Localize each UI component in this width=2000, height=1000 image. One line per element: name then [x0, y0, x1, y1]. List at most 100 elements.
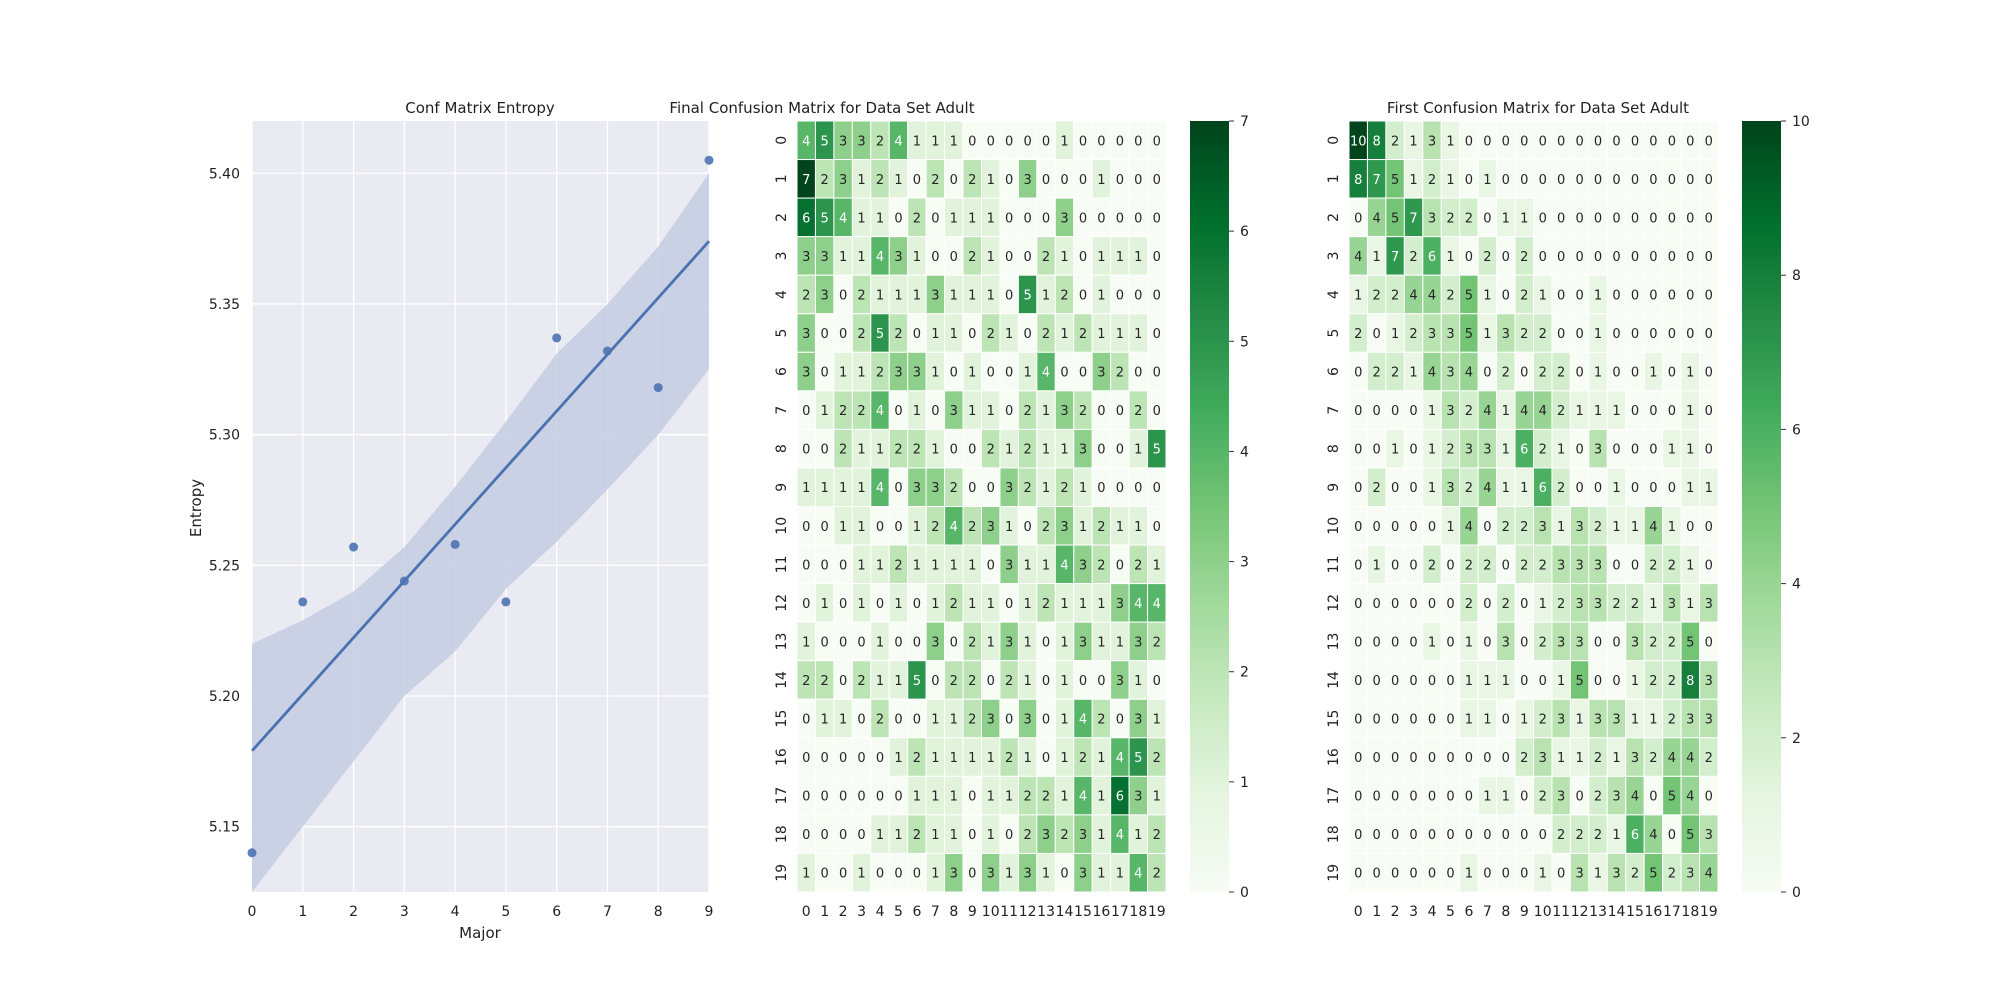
final-heatmap-cell-label: 1	[1005, 790, 1013, 805]
final-heatmap-cell-label: 1	[950, 288, 958, 303]
final-heatmap-row-label: 16	[774, 748, 790, 766]
final-heatmap-cell-label: 0	[1153, 250, 1161, 265]
final-heatmap-cell-label: 0	[1079, 674, 1087, 689]
final-heatmap-cell-label: 2	[1097, 520, 1105, 535]
final-heatmap-cell-label: 0	[894, 713, 902, 728]
first-heatmap-cell-label: 1	[1465, 635, 1473, 650]
final-heatmap-cell-label: 0	[1005, 366, 1013, 381]
final-heatmap-cell-label: 0	[821, 443, 829, 458]
first-heatmap-cell-label: 1	[1446, 173, 1454, 188]
first-heatmap-cell-label: 1	[1594, 366, 1602, 381]
first-heatmap-cell-label: 1	[1686, 481, 1694, 496]
first-heatmap-col-label: 1	[1372, 904, 1381, 920]
first-heatmap-cell-label: 3	[1446, 366, 1454, 381]
first-heatmap-cell-label: 5	[1465, 327, 1473, 342]
first-heatmap-cell-label: 0	[1465, 173, 1473, 188]
final-heatmap-cell-label: 1	[1005, 327, 1013, 342]
first-heatmap-cell-label: 1	[1502, 404, 1510, 419]
scatter-panel: Conf Matrix Entropy 0 1 2 3 4 5 6 7 8 9 5.15 5.20 5.…	[187, 99, 714, 942]
final-heatmap-cell-label: 3	[1042, 828, 1050, 843]
first-heatmap-colorbar-gradient	[1742, 121, 1781, 892]
final-heatmap-cell-label: 1	[876, 558, 884, 573]
final-heatmap-cell-label: 0	[1153, 327, 1161, 342]
final-heatmap-cell-label: 2	[1153, 751, 1161, 766]
final-heatmap-cell-label: 1	[968, 751, 976, 766]
first-heatmap-cell-label: 0	[1446, 674, 1454, 689]
first-heatmap-cell-label: 2	[1391, 288, 1399, 303]
first-heatmap-cell-label: 0	[1391, 674, 1399, 689]
final-heatmap-cell-label: 1	[1079, 481, 1087, 496]
final-heatmap-col-label: 10	[982, 904, 1000, 920]
first-heatmap-cell-label: 3	[1612, 790, 1620, 805]
first-heatmap-cell-label: 0	[1631, 404, 1639, 419]
final-heatmap-cell-label: 0	[1042, 635, 1050, 650]
first-heatmap-cell-label: 5	[1686, 828, 1694, 843]
first-heatmap-cell-label: 2	[1483, 250, 1491, 265]
final-heatmap-cell-label: 2	[931, 520, 939, 535]
final-heatmap-cell-label: 0	[802, 713, 810, 728]
final-heatmap-cell-label: 1	[1060, 597, 1068, 612]
final-heatmap-cell-label: 1	[821, 481, 829, 496]
first-heatmap-cell-label: 0	[1557, 134, 1565, 149]
final-heatmap-cell-label: 0	[931, 674, 939, 689]
y-tick-label: 5.25	[209, 558, 240, 574]
first-heatmap-cell-label: 1	[1520, 481, 1528, 496]
first-heatmap-cell-label: 4	[1649, 520, 1657, 535]
first-heatmap-row-label: 17	[1326, 787, 1342, 805]
first-heatmap-cell-label: 0	[1539, 828, 1547, 843]
final-heatmap-cell-label: 7	[802, 173, 810, 188]
final-heatmap-cell-label: 1	[857, 867, 865, 882]
first-heatmap-cell-label: 2	[1557, 404, 1565, 419]
first-heatmap-cell-label: 0	[1520, 134, 1528, 149]
final-heatmap-cell-label: 0	[1042, 134, 1050, 149]
first-heatmap-cell-label: 0	[1649, 250, 1657, 265]
first-heatmap-colorbar: 0246810	[1742, 114, 1810, 901]
first-heatmap-cell-label: 3	[1539, 520, 1547, 535]
final-heatmap-cell-label: 2	[802, 288, 810, 303]
first-heatmap-cell-label: 0	[1594, 674, 1602, 689]
final-heatmap-cell-label: 4	[894, 134, 902, 149]
first-heatmap-cell-label: 3	[1686, 867, 1694, 882]
final-heatmap-cell-label: 1	[1134, 828, 1142, 843]
final-heatmap-row-label: 17	[774, 787, 790, 805]
final-heatmap-cell-label: 0	[1097, 404, 1105, 419]
final-heatmap-cell-label: 0	[1134, 173, 1142, 188]
first-heatmap-cell-label: 0	[1686, 288, 1694, 303]
final-heatmap-cell-label: 2	[839, 404, 847, 419]
final-heatmap-cell-label: 1	[1060, 250, 1068, 265]
final-heatmap-cell-label: 0	[894, 520, 902, 535]
final-heatmap-colorbar-tick-label: 3	[1240, 555, 1249, 571]
final-heatmap-cell-label: 0	[1153, 520, 1161, 535]
final-heatmap-cell-label: 1	[857, 597, 865, 612]
first-heatmap-cell-label: 0	[1705, 635, 1713, 650]
first-heatmap-col-label: 0	[1354, 904, 1363, 920]
first-heatmap-cell-label: 8	[1686, 674, 1694, 689]
final-heatmap-col-label: 14	[1056, 904, 1074, 920]
final-heatmap-row-label: 12	[774, 594, 790, 612]
final-heatmap-cell-label: 4	[950, 520, 958, 535]
final-heatmap-cell-label: 1	[1097, 288, 1105, 303]
first-heatmap-cell-label: 1	[1502, 211, 1510, 226]
final-heatmap-cell-label: 0	[802, 558, 810, 573]
final-heatmap-cell-label: 2	[1023, 828, 1031, 843]
final-heatmap-colorbar-gradient	[1190, 121, 1229, 892]
final-heatmap-cell-label: 0	[1116, 173, 1124, 188]
final-heatmap-cell-label: 1	[857, 250, 865, 265]
first-heatmap-cell-label: 2	[1594, 520, 1602, 535]
final-heatmap-cell-label: 2	[1079, 751, 1087, 766]
first-heatmap-cell-label: 0	[1409, 443, 1417, 458]
final-heatmap-cell-label: 2	[1005, 674, 1013, 689]
first-heatmap-row-label: 12	[1326, 594, 1342, 612]
first-heatmap-cell-label: 1	[1539, 867, 1547, 882]
first-heatmap-cell-label: 1	[1668, 520, 1676, 535]
final-heatmap-cell-label: 2	[1134, 558, 1142, 573]
first-heatmap-cell-label: 0	[1705, 366, 1713, 381]
first-heatmap-cell-label: 4	[1428, 288, 1436, 303]
final-heatmap-cell-label: 6	[1116, 790, 1124, 805]
final-heatmap-cell-label: 1	[1005, 867, 1013, 882]
final-heatmap-col-label: 6	[912, 904, 921, 920]
first-heatmap-cell-label: 1	[1354, 288, 1362, 303]
final-heatmap-cell-label: 1	[1060, 635, 1068, 650]
final-heatmap-cell-label: 5	[821, 134, 829, 149]
first-heatmap-cell-label: 0	[1428, 790, 1436, 805]
